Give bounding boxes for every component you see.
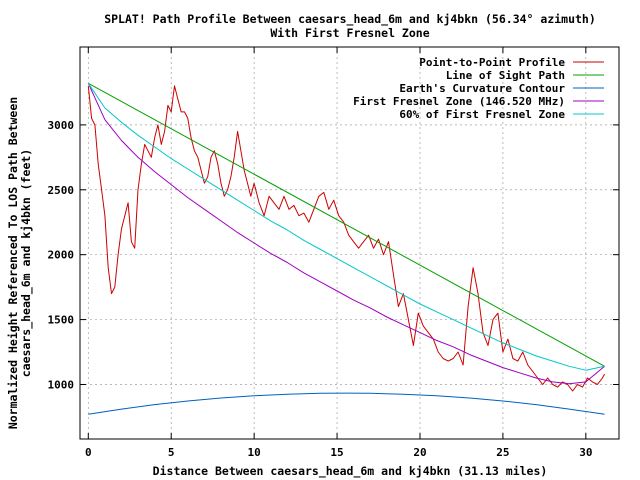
chart-subtitle: With First Fresnel Zone bbox=[270, 26, 430, 40]
x-tick-label-5: 25 bbox=[496, 446, 509, 459]
y-tick-label-0: 1000 bbox=[48, 378, 75, 391]
series-line-2 bbox=[88, 392, 605, 415]
x-tick-label-2: 10 bbox=[248, 446, 261, 459]
x-tick-label-3: 15 bbox=[330, 446, 343, 459]
x-tick-label-4: 20 bbox=[413, 446, 426, 459]
series-line-1 bbox=[88, 82, 605, 367]
x-axis-label: Distance Between caesars_head_6m and kj4… bbox=[152, 464, 548, 478]
legend-label-2: Earth's Curvature Contour bbox=[399, 82, 565, 95]
legend-label-3: First Fresnel Zone (146.520 MHz) bbox=[353, 95, 565, 108]
legend-label-0: Point-to-Point Profile bbox=[419, 56, 565, 69]
legend-label-4: 60% of First Fresnel Zone bbox=[399, 108, 565, 121]
y-tick-label-2: 2000 bbox=[48, 249, 75, 262]
series-line-4 bbox=[87, 83, 605, 371]
legend-label-1: Line of Sight Path bbox=[446, 69, 565, 82]
chart-title: SPLAT! Path Profile Between caesars_head… bbox=[104, 12, 596, 26]
x-tick-label-1: 5 bbox=[168, 446, 175, 459]
y-tick-label-4: 3000 bbox=[48, 119, 75, 132]
x-tick-label-0: 0 bbox=[85, 446, 92, 459]
series-line-0 bbox=[87, 85, 606, 392]
y-tick-label-1: 1500 bbox=[48, 314, 75, 327]
x-tick-label-6: 30 bbox=[579, 446, 592, 459]
plot-frame bbox=[79, 46, 620, 440]
series-line-3 bbox=[87, 83, 605, 385]
y-tick-label-3: 2500 bbox=[48, 184, 75, 197]
